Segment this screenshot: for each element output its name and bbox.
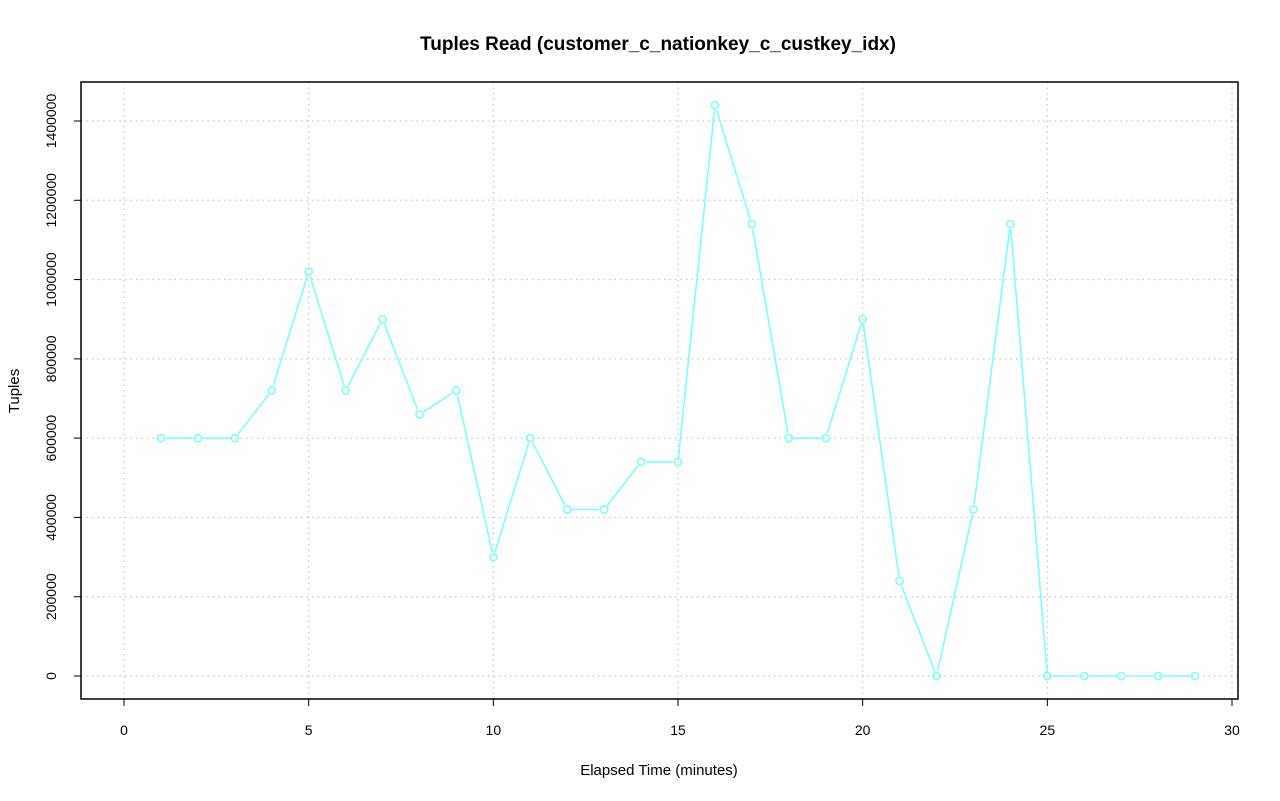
- x-tick-label: 30: [1224, 722, 1240, 738]
- data-point: [341, 386, 350, 395]
- data-point: [932, 671, 941, 681]
- series-line-segment: [309, 276, 345, 386]
- data-point: [969, 505, 978, 514]
- data-point: [1042, 671, 1052, 681]
- x-tick-label: 15: [670, 722, 686, 738]
- x-tick-label: 5: [305, 722, 313, 738]
- grid: [81, 82, 1238, 699]
- x-tick-label: 10: [486, 722, 502, 738]
- x-tick-label: 20: [855, 722, 871, 738]
- data-point: [488, 552, 498, 562]
- series-line-segment: [383, 323, 419, 410]
- data-point: [1006, 219, 1015, 229]
- chart-title: Tuples Read (customer_c_nationkey_c_cust…: [420, 34, 896, 55]
- y-tick-label: 1400000: [43, 94, 59, 149]
- data-point: [784, 433, 794, 443]
- y-axis-label: Tuples: [6, 369, 23, 413]
- series-line-segment: [494, 442, 530, 553]
- series-line-segment: [900, 585, 936, 672]
- data-point: [230, 433, 240, 443]
- series-line-segment: [677, 110, 716, 457]
- x-tick-label: 0: [120, 722, 128, 738]
- series-line-segment: [237, 394, 270, 435]
- series-line-segment: [973, 229, 1011, 505]
- series-line-segment: [936, 514, 974, 672]
- y-tick-label: 1200000: [43, 173, 59, 228]
- y-tick-label: 1000000: [43, 252, 59, 307]
- series-line-segment: [1010, 229, 1048, 671]
- data-point: [1116, 671, 1126, 681]
- series-line-segment: [862, 324, 900, 576]
- data-point: [636, 457, 646, 467]
- series-line-segment: [826, 323, 862, 434]
- series-line-segment: [715, 109, 752, 220]
- y-tick-label: 200000: [43, 573, 59, 620]
- series-line-segment: [347, 323, 381, 387]
- series-line-segment: [531, 442, 566, 506]
- x-tick-label: 25: [1040, 722, 1056, 738]
- axes: 0 5 10 15 20 25 30 0 200000 400000 600000 800000 100…: [43, 94, 1240, 738]
- data-point: [599, 505, 609, 514]
- data-point: [267, 386, 277, 395]
- x-axis-label: Elapsed Time (minutes): [580, 762, 738, 779]
- data-point: [710, 100, 720, 110]
- data-point: [858, 314, 868, 324]
- y-tick-label: 0: [43, 672, 59, 680]
- data-point: [451, 386, 461, 395]
- data-point: [156, 433, 166, 443]
- data-point: [415, 409, 424, 419]
- series-line-segment: [606, 465, 639, 506]
- data-point: [525, 433, 535, 443]
- data-point: [895, 576, 904, 586]
- data-point: [821, 433, 831, 443]
- y-tick-label: 800000: [43, 335, 59, 382]
- series-line-segment: [272, 276, 308, 386]
- data-point: [1079, 671, 1089, 681]
- y-tick-label: 600000: [43, 415, 59, 462]
- data-point: [747, 219, 757, 229]
- data-point: [1190, 671, 1200, 681]
- data-point: [304, 267, 314, 277]
- series-line-segment: [456, 395, 494, 553]
- series-line-segment: [423, 392, 453, 413]
- series-line-segment: [751, 228, 789, 434]
- data-point: [673, 457, 683, 467]
- y-tick-label: 400000: [43, 494, 59, 541]
- series: [156, 100, 1200, 681]
- data-point: [378, 314, 387, 324]
- data-point: [193, 433, 203, 443]
- data-point: [562, 505, 572, 514]
- plot-frame: [80, 81, 1239, 700]
- data-point: [1153, 671, 1163, 681]
